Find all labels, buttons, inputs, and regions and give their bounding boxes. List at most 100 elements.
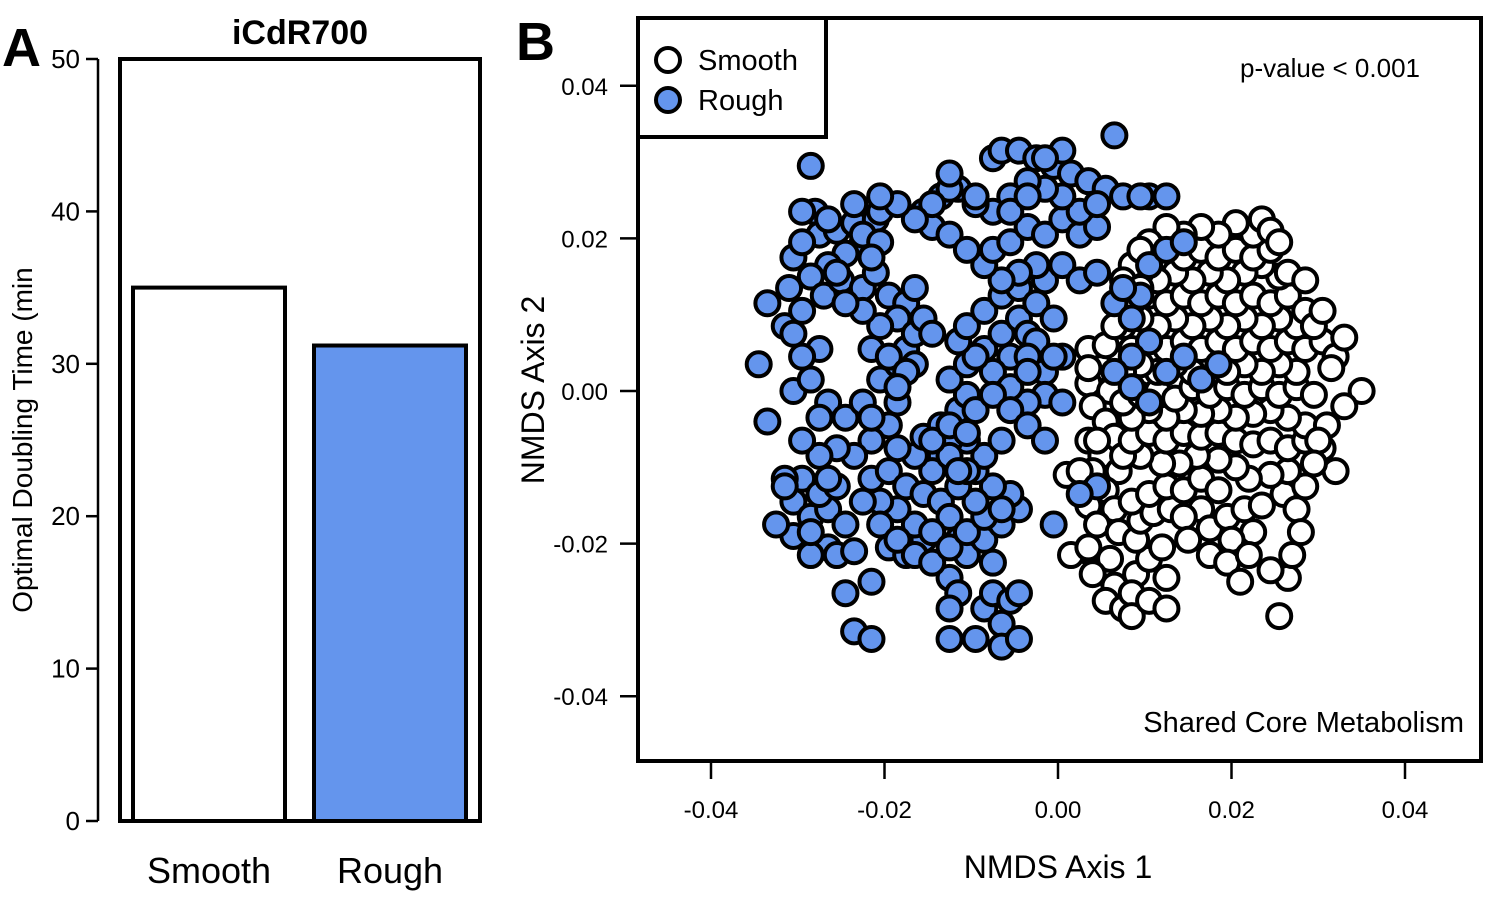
point-rough bbox=[961, 342, 990, 371]
point-rough bbox=[1135, 251, 1164, 280]
panel-a-y-tick-label: 10 bbox=[51, 654, 80, 684]
point-smooth bbox=[1226, 567, 1255, 596]
point-rough bbox=[805, 403, 834, 432]
point-rough bbox=[822, 258, 851, 287]
point-smooth bbox=[1078, 560, 1107, 589]
panel-b-subtitle: Shared Core Metabolism bbox=[1143, 707, 1464, 739]
point-rough bbox=[883, 434, 912, 463]
point-rough bbox=[952, 518, 981, 547]
point-rough bbox=[1013, 357, 1042, 386]
point-rough bbox=[1117, 342, 1146, 371]
point-rough bbox=[848, 487, 877, 516]
point-smooth bbox=[1204, 476, 1233, 505]
point-smooth bbox=[1317, 354, 1346, 383]
point-rough bbox=[753, 407, 782, 436]
point-smooth bbox=[1169, 502, 1198, 531]
point-rough bbox=[935, 365, 964, 394]
panel-b-y-tick-label: 0.02 bbox=[561, 226, 608, 253]
point-rough bbox=[840, 190, 869, 219]
point-rough bbox=[883, 525, 912, 554]
point-rough bbox=[1100, 121, 1129, 150]
point-rough bbox=[996, 197, 1025, 226]
point-smooth bbox=[1308, 296, 1337, 325]
legend-box bbox=[636, 16, 828, 139]
panel-b-y-tick-label: 0.04 bbox=[561, 74, 608, 101]
point-rough bbox=[918, 426, 947, 455]
panel-a-bars bbox=[131, 285, 468, 824]
point-rough bbox=[857, 567, 886, 596]
panel-b-x-axis-label: NMDS Axis 1 bbox=[964, 849, 1152, 885]
point-rough bbox=[1126, 182, 1155, 211]
point-smooth bbox=[1278, 541, 1307, 570]
point-rough bbox=[857, 624, 886, 653]
point-rough bbox=[1204, 350, 1233, 379]
panel-a-title: iCdR700 bbox=[232, 14, 368, 52]
point-rough bbox=[987, 426, 1016, 455]
point-smooth bbox=[1347, 377, 1376, 405]
point-rough bbox=[788, 342, 817, 371]
point-smooth bbox=[1330, 323, 1359, 352]
point-smooth bbox=[1174, 525, 1203, 554]
point-rough bbox=[952, 312, 981, 341]
point-rough bbox=[961, 624, 990, 653]
point-rough bbox=[857, 243, 886, 272]
point-smooth bbox=[1247, 491, 1276, 520]
legend-rough-label: Rough bbox=[698, 85, 783, 117]
point-rough bbox=[831, 289, 860, 318]
panel-a-y-tick-label: 0 bbox=[66, 806, 80, 836]
panel-a-y-axis-label: Optimal Doubling Time (min bbox=[7, 267, 38, 612]
point-rough bbox=[866, 182, 895, 211]
point-smooth bbox=[1282, 495, 1311, 524]
point-rough bbox=[796, 262, 825, 291]
point-rough bbox=[831, 579, 860, 608]
point-rough bbox=[796, 365, 825, 394]
point-rough bbox=[987, 266, 1016, 295]
point-rough bbox=[952, 235, 981, 264]
point-rough bbox=[1117, 373, 1146, 402]
panel-label-a: A bbox=[2, 18, 41, 78]
panel-a-y-tick-label: 50 bbox=[51, 44, 80, 74]
point-smooth bbox=[1286, 518, 1315, 547]
panel-b-y-tick-label: -0.04 bbox=[553, 684, 608, 711]
panel-a-y-tick-label: 20 bbox=[51, 501, 80, 531]
point-rough bbox=[840, 537, 869, 566]
point-rough bbox=[796, 518, 825, 547]
legend-rough-marker bbox=[654, 86, 682, 114]
point-smooth bbox=[1152, 594, 1181, 623]
legend: Smooth Rough bbox=[636, 16, 828, 139]
p-value-annotation: p-value < 0.001 bbox=[1240, 53, 1420, 83]
point-smooth bbox=[1074, 533, 1103, 562]
point-rough bbox=[918, 548, 947, 577]
point-rough bbox=[1039, 510, 1068, 539]
point-rough bbox=[935, 159, 964, 188]
point-rough bbox=[1065, 480, 1094, 509]
panel-b-x-tick-label: -0.02 bbox=[857, 797, 912, 824]
panel-a-category-labels: Smooth Rough bbox=[147, 850, 443, 891]
point-rough bbox=[1152, 182, 1181, 211]
point-rough bbox=[866, 510, 895, 539]
point-rough bbox=[900, 273, 929, 302]
point-smooth bbox=[1299, 380, 1328, 409]
point-rough bbox=[796, 151, 825, 180]
point-smooth bbox=[1256, 556, 1285, 585]
point-rough bbox=[857, 403, 886, 432]
panel-b-plot-frame bbox=[636, 16, 1483, 763]
point-rough bbox=[1048, 388, 1077, 417]
point-rough bbox=[944, 457, 973, 486]
point-rough bbox=[1169, 342, 1198, 371]
point-rough bbox=[1030, 220, 1059, 249]
point-rough bbox=[996, 228, 1025, 257]
point-smooth bbox=[1096, 544, 1125, 573]
point-smooth bbox=[1291, 266, 1320, 295]
point-rough bbox=[1100, 357, 1129, 386]
point-smooth bbox=[1148, 533, 1177, 562]
point-smooth bbox=[1304, 426, 1333, 455]
point-rough bbox=[935, 220, 964, 249]
point-rough bbox=[814, 464, 843, 493]
point-rough bbox=[831, 510, 860, 539]
point-rough bbox=[996, 396, 1025, 425]
point-rough bbox=[883, 373, 912, 402]
point-rough bbox=[1135, 388, 1164, 417]
point-rough bbox=[1117, 304, 1146, 333]
